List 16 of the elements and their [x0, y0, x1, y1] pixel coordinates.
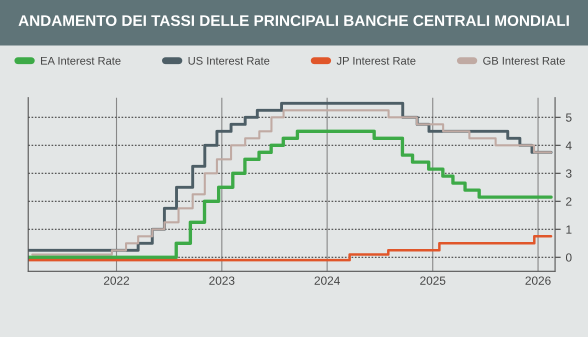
x-tick-label: 2026: [526, 276, 551, 285]
x-tick-label: 2024: [314, 276, 340, 285]
y-tick-label: 2: [566, 197, 572, 206]
legend-label: GB Interest Rate: [483, 56, 565, 65]
y-tick-label: 0: [566, 253, 572, 262]
chart-title: ANDAMENTO DEI TASSI DELLE PRINCIPALI BANCHE CENTRALI MONDIALI: [18, 15, 569, 26]
y-tick-label: 1: [566, 225, 572, 234]
y-tick-label: 5: [566, 113, 572, 122]
x-tick-label: 2023: [209, 276, 234, 285]
x-tick-label: 2025: [420, 276, 446, 285]
legend-label: US Interest Rate: [188, 56, 270, 65]
legend-label: EA Interest Rate: [41, 56, 121, 65]
x-tick-label: 2022: [104, 276, 130, 285]
y-tick-label: 3: [566, 169, 572, 178]
y-tick-label: 4: [566, 141, 572, 150]
legend-label: JP Interest Rate: [336, 56, 416, 65]
